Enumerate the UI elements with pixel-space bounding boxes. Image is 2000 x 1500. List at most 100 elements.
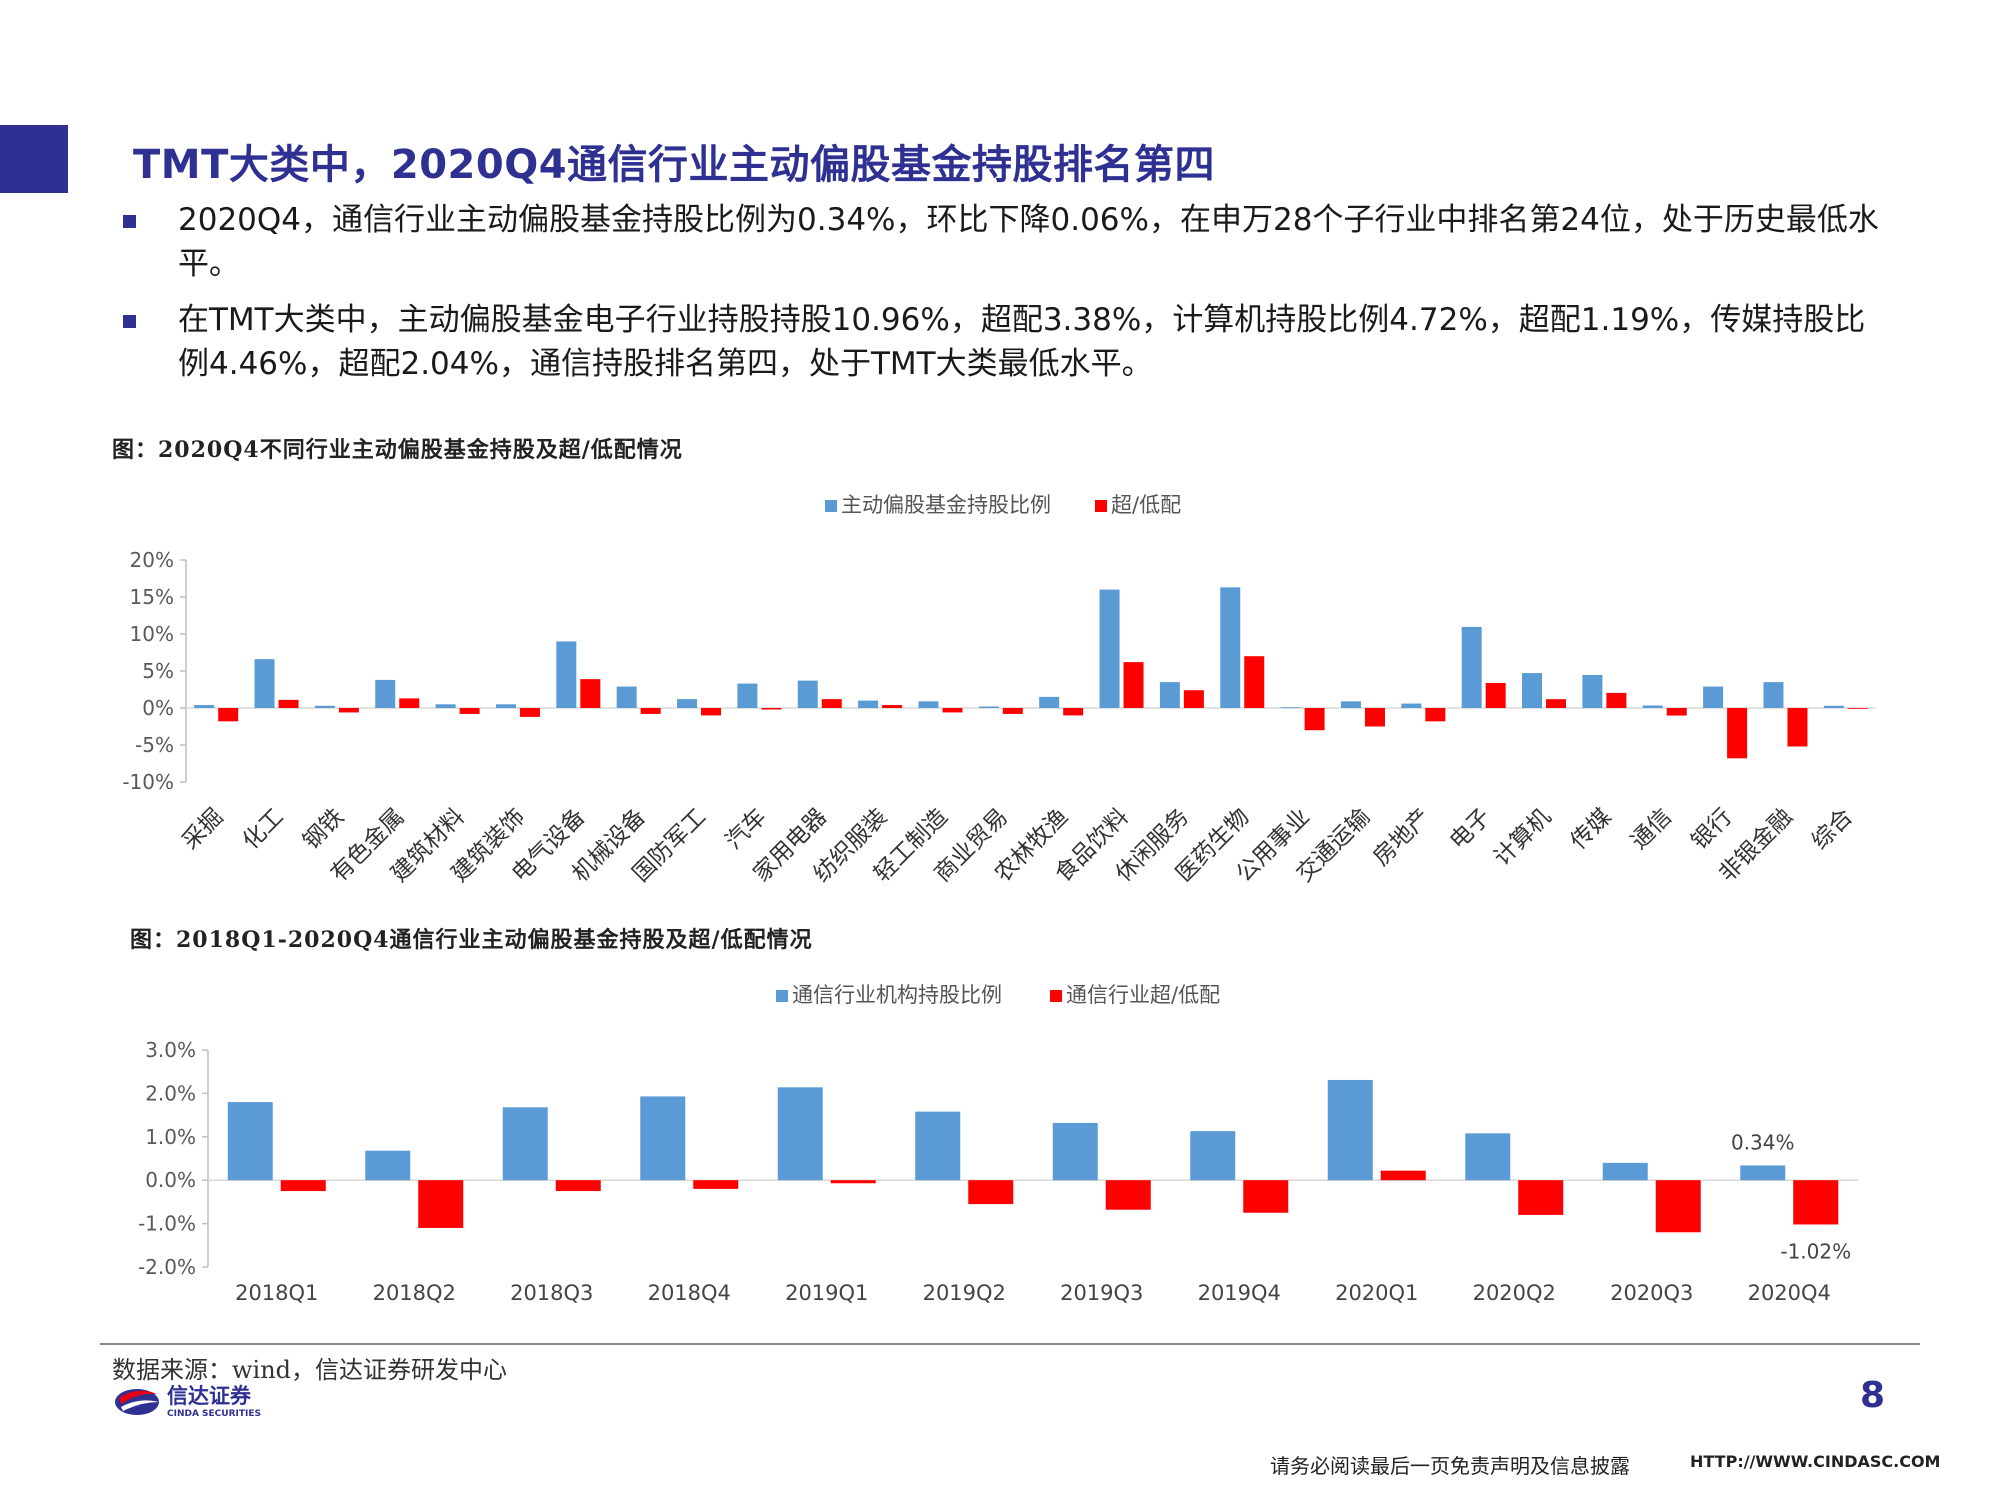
bar-holding xyxy=(677,699,698,708)
bar-holding xyxy=(556,641,577,708)
bar-overweight xyxy=(1304,708,1325,731)
category-label: 钢铁 xyxy=(298,804,349,855)
category-label: 银行 xyxy=(1686,804,1737,855)
bar-holding xyxy=(1190,1131,1236,1181)
category-label: 通信 xyxy=(1626,804,1677,855)
category-label: 房地产 xyxy=(1368,804,1435,871)
category-label: 2018Q4 xyxy=(648,1281,731,1305)
logo-mark-icon xyxy=(115,1389,159,1415)
legend-swatch-red xyxy=(1095,500,1107,512)
category-label: 化工 xyxy=(238,804,289,855)
y-tick-label: 20% xyxy=(130,548,174,572)
bar-overweight xyxy=(1244,656,1265,708)
bar-holding xyxy=(1280,707,1301,709)
legend-label: 主动偏股基金持股比例 xyxy=(841,493,1051,517)
category-label: 2020Q3 xyxy=(1610,1281,1693,1305)
category-label: 传媒 xyxy=(1566,804,1617,855)
bar-holding xyxy=(737,683,758,708)
legend-swatch-blue xyxy=(776,990,788,1002)
bar-holding xyxy=(640,1096,686,1181)
bar-holding xyxy=(1582,674,1603,708)
bar-overweight xyxy=(1123,662,1144,708)
bar-overweight xyxy=(1546,699,1567,708)
bar-overweight xyxy=(640,708,661,714)
y-tick-label: 0% xyxy=(142,696,174,720)
bar-overweight xyxy=(942,708,963,713)
bar-overweight xyxy=(580,679,601,708)
bar-holding xyxy=(1703,686,1724,708)
bar-holding xyxy=(1220,587,1241,708)
bar-overweight xyxy=(882,705,903,708)
bar-holding xyxy=(1461,626,1482,708)
bar-overweight xyxy=(1105,1180,1151,1210)
y-tick-label: 1.0% xyxy=(145,1125,196,1149)
figure1-caption: 图：2020Q4不同行业主动偏股基金持股及超/低配情况 xyxy=(112,437,683,463)
bar-overweight xyxy=(418,1180,464,1228)
footer-url: HTTP://WWW.CINDASC.COM xyxy=(1690,1452,1941,1471)
bar-overweight xyxy=(1380,1170,1426,1181)
bar-holding xyxy=(616,686,637,708)
category-label: 汽车 xyxy=(721,804,772,855)
bar-holding xyxy=(1823,705,1844,708)
telecom-holdings-chart: 通信行业机构持股比例 通信行业超/低配 3.0% 2.0% 1.0% 0.0% -1.0… xyxy=(138,983,1858,1305)
bar-holding xyxy=(194,705,215,708)
bar-holding xyxy=(797,680,818,708)
bar-holding xyxy=(1522,673,1543,708)
category-label: 2020Q1 xyxy=(1335,1281,1418,1305)
logo-subtext: CINDA SECURITIES xyxy=(167,1409,261,1419)
source-divider xyxy=(100,1343,1920,1345)
legend-label: 通信行业超/低配 xyxy=(1066,983,1220,1007)
bullet-item: 在TMT大类中，主动偏股基金电子行业持股持股10.96%，超配3.38%，计算机… xyxy=(120,298,1880,386)
bar-holding xyxy=(365,1150,411,1181)
y-tick-label: 15% xyxy=(130,585,174,609)
bar-holding xyxy=(375,679,396,708)
bar-overweight xyxy=(830,1180,876,1184)
category-label: 计算机 xyxy=(1489,804,1556,871)
bar-overweight xyxy=(968,1180,1014,1205)
bar-holding xyxy=(858,700,879,708)
bar-overweight xyxy=(1847,708,1868,709)
y-tick-label: -2.0% xyxy=(138,1255,196,1279)
bar-overweight xyxy=(1606,692,1627,708)
bar-holding xyxy=(1099,589,1120,708)
bullet-text: 在TMT大类中，主动偏股基金电子行业持股持股10.96%，超配3.38%，计算机… xyxy=(178,302,1866,382)
logo-text: 信达证券 xyxy=(167,1384,252,1408)
category-label: 综合 xyxy=(1807,804,1858,855)
y-tick-label: -1.0% xyxy=(138,1212,196,1236)
bar-overweight xyxy=(218,708,239,722)
category-label: 电子 xyxy=(1445,804,1496,855)
bar-holding xyxy=(918,701,939,708)
bullet-text: 2020Q4，通信行业主动偏股基金持股比例为0.34%，环比下降0.06%，在申… xyxy=(178,202,1879,282)
category-label: 2018Q2 xyxy=(373,1281,456,1305)
figure2-caption: 图：2018Q1-2020Q4通信行业主动偏股基金持股及超/低配情况 xyxy=(130,927,813,953)
bar-overweight xyxy=(1666,708,1687,716)
bar-holding xyxy=(502,1107,548,1181)
bar-overweight xyxy=(1243,1180,1289,1213)
legend-label: 通信行业机构持股比例 xyxy=(792,983,1002,1007)
bar-holding xyxy=(1340,701,1361,708)
bullet-item: 2020Q4，通信行业主动偏股基金持股比例为0.34%，环比下降0.06%，在申… xyxy=(120,198,1880,286)
company-logo: 信达证券 CINDA SECURITIES xyxy=(115,1384,261,1419)
data-label: -1.02% xyxy=(1780,1239,1851,1263)
bar-overweight xyxy=(278,699,299,708)
bullet-square-icon xyxy=(123,215,136,228)
legend-label: 超/低配 xyxy=(1111,493,1181,517)
y-tick-label: 0.0% xyxy=(145,1168,196,1192)
bar-holding xyxy=(314,705,335,708)
bar-holding xyxy=(777,1087,823,1181)
bar-overweight xyxy=(519,708,540,717)
bar-overweight xyxy=(1002,708,1023,714)
y-tick-label: 10% xyxy=(130,622,174,646)
category-label: 采掘 xyxy=(178,804,229,855)
footer-disclaimer: 请务必阅读最后一页免责声明及信息披露 xyxy=(1270,1454,1630,1478)
bar-holding xyxy=(1039,696,1060,708)
bar-holding xyxy=(1465,1133,1511,1181)
industry-holdings-chart: 主动偏股基金持股比例 超/低配 20% 15% 10% 5% 0% -5% -10% 采掘化… xyxy=(122,493,1876,887)
chart2-legend: 通信行业机构持股比例 通信行业超/低配 xyxy=(776,983,1220,1007)
accent-block xyxy=(0,125,68,193)
bar-overweight xyxy=(1485,682,1506,708)
bar-holding xyxy=(495,704,516,708)
bar-holding xyxy=(1642,705,1663,708)
chart1-legend: 主动偏股基金持股比例 超/低配 xyxy=(825,493,1181,517)
bar-holding xyxy=(1327,1079,1373,1181)
